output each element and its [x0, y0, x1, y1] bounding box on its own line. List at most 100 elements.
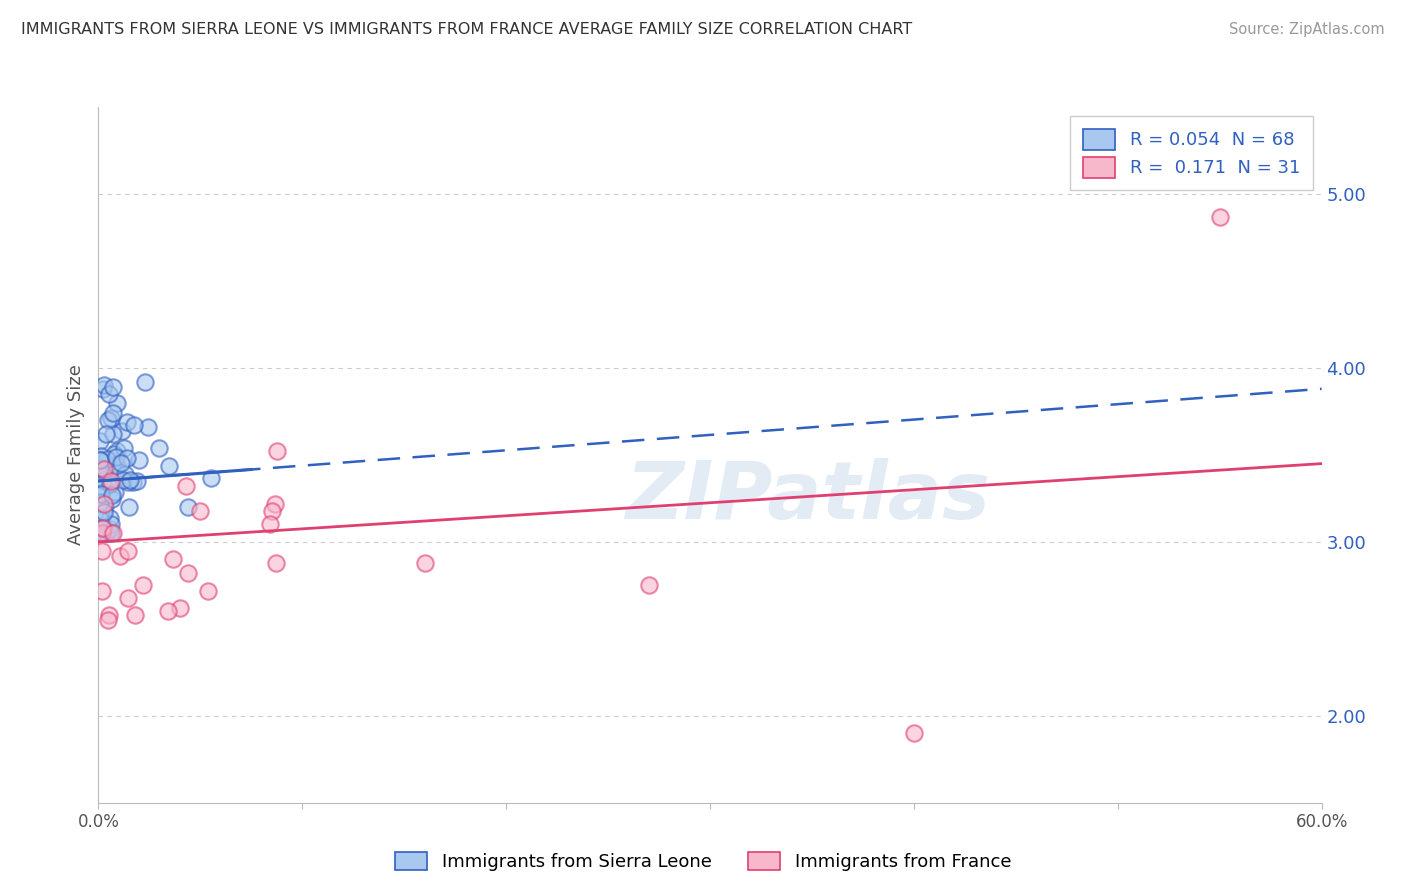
Point [97, 613, 120, 627]
Point [162, 552, 184, 566]
Point [93, 497, 115, 511]
Point [266, 444, 288, 458]
Point [94, 426, 117, 441]
Point [177, 566, 200, 581]
Point [156, 605, 179, 619]
Point [112, 441, 135, 455]
Point [111, 424, 134, 438]
Y-axis label: Average Family Size: Average Family Size [66, 365, 84, 545]
Text: ZIPatlas: ZIPatlas [626, 458, 990, 536]
Point [91, 521, 114, 535]
Point [134, 375, 156, 389]
Point [101, 406, 124, 420]
Point [264, 556, 287, 570]
Point [89, 434, 111, 448]
Point [91, 526, 114, 541]
Point [114, 467, 136, 481]
Point [94, 526, 117, 541]
Point [104, 457, 127, 471]
Point [98, 522, 121, 536]
Point [93, 505, 115, 519]
Point [100, 491, 122, 506]
Point [103, 464, 125, 478]
Point [101, 426, 124, 441]
Point [200, 470, 222, 484]
Point [98, 387, 121, 401]
Point [101, 488, 124, 502]
Point [1209, 210, 1232, 224]
Point [122, 475, 145, 489]
Point [104, 485, 127, 500]
Point [259, 517, 281, 532]
Point [117, 591, 139, 605]
Point [100, 474, 122, 488]
Point [96, 461, 118, 475]
Point [90, 521, 112, 535]
Point [98, 458, 121, 472]
Point [89, 526, 111, 541]
Point [101, 526, 124, 541]
Point [136, 420, 159, 434]
Point [90, 449, 112, 463]
Point [91, 473, 114, 487]
Point [91, 382, 114, 396]
Point [96, 462, 118, 476]
Point [103, 447, 125, 461]
Point [93, 377, 115, 392]
Point [115, 415, 138, 429]
Point [120, 473, 142, 487]
Point [100, 526, 122, 541]
Point [148, 442, 170, 456]
Point [157, 459, 180, 474]
Point [124, 607, 146, 622]
Point [260, 503, 283, 517]
Point [96, 451, 118, 466]
Point [91, 583, 114, 598]
Point [638, 578, 661, 592]
Legend: Immigrants from Sierra Leone, Immigrants from France: Immigrants from Sierra Leone, Immigrants… [388, 845, 1018, 879]
Point [103, 380, 125, 394]
Point [169, 601, 191, 615]
Point [98, 477, 121, 491]
Point [90, 486, 112, 500]
Point [413, 556, 436, 570]
Point [105, 395, 128, 409]
Point [263, 497, 285, 511]
Point [110, 457, 132, 471]
Point [89, 495, 111, 509]
Point [176, 479, 198, 493]
Point [94, 500, 117, 514]
Point [117, 543, 139, 558]
Point [105, 458, 128, 473]
Point [89, 481, 111, 495]
Point [117, 475, 139, 490]
Point [89, 512, 111, 526]
Point [90, 486, 112, 500]
Point [96, 526, 118, 541]
Point [89, 496, 111, 510]
Point [197, 583, 219, 598]
Point [93, 462, 115, 476]
Point [177, 500, 200, 514]
Text: IMMIGRANTS FROM SIERRA LEONE VS IMMIGRANTS FROM FRANCE AVERAGE FAMILY SIZE CORRE: IMMIGRANTS FROM SIERRA LEONE VS IMMIGRAN… [21, 22, 912, 37]
Point [91, 511, 114, 525]
Point [188, 503, 211, 517]
Point [98, 511, 121, 525]
Point [100, 516, 122, 531]
Text: Source: ZipAtlas.com: Source: ZipAtlas.com [1229, 22, 1385, 37]
Legend: R = 0.054  N = 68, R =  0.171  N = 31: R = 0.054 N = 68, R = 0.171 N = 31 [1070, 116, 1313, 190]
Point [91, 543, 114, 558]
Point [105, 443, 128, 458]
Point [118, 500, 141, 514]
Point [128, 453, 150, 467]
Point [93, 464, 115, 478]
Point [124, 417, 146, 432]
Point [105, 450, 128, 464]
Point [89, 453, 111, 467]
Point [97, 607, 120, 622]
Point [132, 578, 155, 592]
Point [125, 474, 148, 488]
Point [89, 460, 111, 475]
Point [115, 451, 138, 466]
Point [100, 411, 122, 425]
